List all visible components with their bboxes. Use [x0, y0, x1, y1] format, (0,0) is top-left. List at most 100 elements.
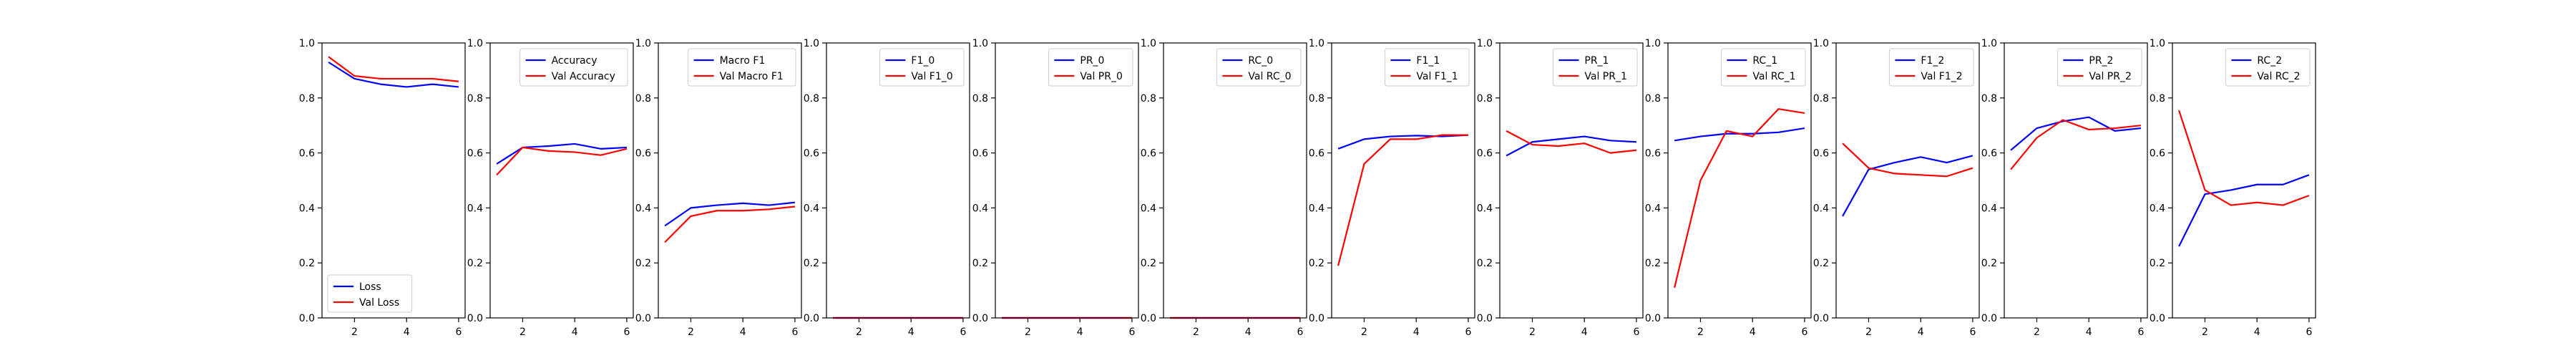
- y-tick-label: 1.0: [1645, 38, 1661, 49]
- legend: Accuracy Val Accuracy: [519, 48, 628, 87]
- legend-box: [688, 48, 796, 87]
- legend: F1_1 Val F1_1: [1384, 48, 1470, 87]
- y-tick-label: 0.0: [299, 313, 315, 324]
- y-tick-label: 0.0: [1141, 313, 1156, 324]
- legend-label: Val F1_2: [1921, 71, 1962, 82]
- plot-frame: [826, 42, 970, 319]
- y-tick-label: 0.4: [1141, 203, 1156, 214]
- y-tick-label: 0.4: [467, 203, 483, 214]
- x-tick-label: 2: [1025, 326, 1031, 338]
- legend: F1_0 Val F1_0: [879, 48, 965, 87]
- legend-label: F1_0: [911, 55, 935, 67]
- x-tick-label: 6: [623, 326, 630, 338]
- y-tick-label: 0.4: [2150, 203, 2165, 214]
- legend: PR_1 Val PR_1: [1552, 48, 1638, 87]
- y-tick-label: 1.0: [1141, 38, 1156, 49]
- y-tick-label: 1.0: [2150, 38, 2165, 49]
- y-tick-label: 0.2: [1309, 258, 1324, 269]
- y-tick-label: 0.8: [635, 93, 651, 105]
- y-tick-label: 0.2: [1477, 258, 1493, 269]
- y-tick-label: 0.0: [1309, 313, 1324, 324]
- subplot-10: 2 4 6 0.0 0.2 0.4 0.6 0.8 1.0 F1_2 Val F1_2: [1813, 38, 1980, 338]
- legend-label: RC_2: [2257, 55, 2282, 67]
- y-tick-label: 0.4: [972, 203, 988, 214]
- y-tick-label: 0.2: [1813, 258, 1829, 269]
- x-tick-label: 6: [1128, 326, 1135, 338]
- y-tick-label: 1.0: [1981, 38, 1997, 49]
- legend-label: Val PR_2: [2089, 71, 2132, 82]
- subplot-7: 2 4 6 0.0 0.2 0.4 0.6 0.8 1.0 F1_1 Val F1_1: [1309, 38, 1475, 338]
- x-tick-label: 2: [519, 326, 526, 338]
- x-tick-label: 2: [1193, 326, 1199, 338]
- y-tick-label: 1.0: [299, 38, 315, 49]
- legend: PR_0 Val PR_0: [1048, 48, 1133, 87]
- x-tick-label: 4: [2086, 326, 2092, 338]
- y-tick-label: 1.0: [1477, 38, 1493, 49]
- y-tick-label: 0.2: [1981, 258, 1997, 269]
- series-line-val: [2010, 119, 2142, 170]
- series-line-val: [1842, 142, 1974, 178]
- y-tick-label: 0.6: [635, 148, 651, 160]
- x-tick-label: 6: [2137, 326, 2144, 338]
- legend-label: Val RC_0: [1248, 71, 1291, 82]
- y-tick-label: 0.6: [2150, 148, 2165, 160]
- legend-box: [519, 48, 628, 87]
- legend-label: Val PR_1: [1584, 71, 1627, 82]
- y-tick-label: 0.0: [1813, 313, 1829, 324]
- legend-label: Accuracy: [552, 55, 597, 67]
- plot-frame: [1667, 42, 1812, 319]
- y-tick-label: 0.0: [635, 313, 651, 324]
- y-tick-label: 0.8: [1981, 93, 1997, 105]
- y-tick-label: 0.2: [1141, 258, 1156, 269]
- x-tick-label: 2: [1529, 326, 1536, 338]
- series-line-train: [328, 61, 459, 88]
- series-line-val: [328, 56, 459, 82]
- x-tick-label: 2: [1697, 326, 1704, 338]
- x-tick-label: 4: [908, 326, 914, 338]
- series-line-train: [1506, 135, 1636, 157]
- plot-frame: [1163, 42, 1307, 319]
- y-tick-label: 0.4: [1477, 203, 1493, 214]
- y-tick-label: 0.4: [1645, 203, 1661, 214]
- y-tick-label: 0.8: [804, 93, 819, 105]
- y-tick-label: 0.8: [1813, 93, 1829, 105]
- x-tick-label: 6: [1969, 326, 1976, 338]
- x-tick-label: 4: [1750, 326, 1756, 338]
- legend-label: PR_2: [2089, 55, 2113, 67]
- series-line-val: [1506, 130, 1637, 154]
- series-line-train: [2178, 174, 2310, 247]
- y-tick-label: 0.4: [1981, 203, 1997, 214]
- x-tick-label: 4: [1918, 326, 1924, 338]
- plot-frame: [1331, 42, 1475, 319]
- y-tick-label: 0.6: [1477, 148, 1493, 160]
- y-tick-label: 0.4: [635, 203, 651, 214]
- y-tick-label: 0.0: [467, 313, 483, 324]
- x-tick-label: 6: [1465, 326, 1471, 338]
- plot-frame: [1499, 42, 1644, 319]
- x-tick-label: 6: [455, 326, 462, 338]
- legend-label: F1_2: [1921, 55, 1944, 67]
- x-tick-label: 4: [1581, 326, 1588, 338]
- series-line-val: [496, 146, 628, 176]
- y-tick-label: 0.6: [1645, 148, 1661, 160]
- plot-frame: [321, 42, 466, 319]
- series-line-val: [664, 205, 796, 243]
- x-tick-label: 4: [740, 326, 746, 338]
- y-tick-label: 0.8: [1141, 93, 1156, 105]
- x-tick-label: 2: [2034, 326, 2040, 338]
- y-tick-label: 0.2: [1645, 258, 1661, 269]
- x-tick-label: 2: [856, 326, 862, 338]
- subplot-9: 2 4 6 0.0 0.2 0.4 0.6 0.8 1.0 RC_1 Val RC_1: [1645, 38, 1812, 338]
- y-tick-label: 0.8: [1309, 93, 1324, 105]
- y-tick-label: 0.2: [299, 258, 315, 269]
- x-tick-label: 6: [1297, 326, 1303, 338]
- legend-label: RC_0: [1248, 55, 1273, 67]
- series-line-train: [1337, 134, 1468, 150]
- y-tick-label: 0.2: [467, 258, 483, 269]
- legend-label: Macro F1: [720, 55, 766, 67]
- subplot-3: 2 4 6 0.0 0.2 0.4 0.6 0.8 1.0 Macro F1 Val Macro F…: [635, 38, 802, 338]
- y-tick-label: 0.6: [299, 148, 315, 160]
- y-tick-label: 0.8: [1477, 93, 1493, 105]
- y-tick-label: 0.6: [467, 148, 483, 160]
- legend-label: RC_1: [1752, 55, 1777, 67]
